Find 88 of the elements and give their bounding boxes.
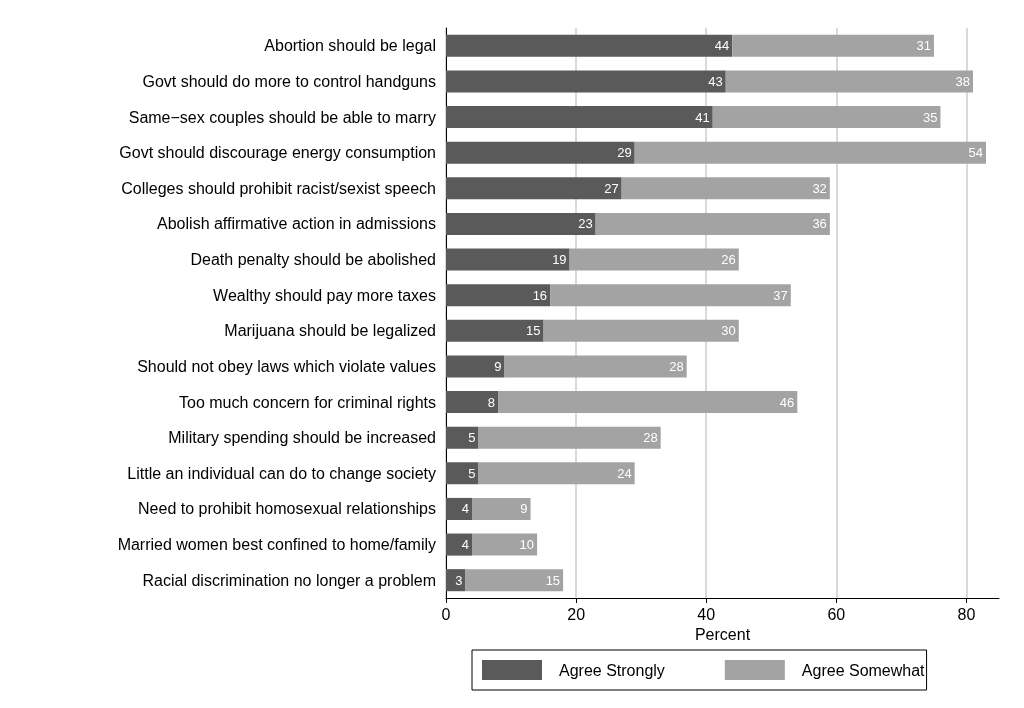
- bar: [446, 141, 635, 164]
- bar: [498, 391, 798, 414]
- y-tick-label: Same−sex couples should be able to marry: [128, 108, 436, 126]
- y-tick-label: Abortion should be legal: [264, 37, 436, 55]
- y-tick-label: Military spending should be increased: [168, 429, 436, 447]
- y-tick-label: Should not obey laws which violate values: [137, 357, 436, 375]
- bar: [478, 426, 661, 449]
- y-tick-label: Too much concern for criminal rights: [179, 393, 436, 411]
- data-label: 15: [526, 323, 541, 339]
- x-tick-label: 80: [957, 605, 976, 623]
- data-label: 29: [617, 145, 632, 161]
- bar: [569, 248, 739, 271]
- bar: [465, 569, 564, 592]
- bar: [446, 569, 466, 592]
- data-label: 26: [721, 252, 736, 268]
- y-tick-label: Death penalty should be abolished: [190, 251, 436, 269]
- bar: [725, 70, 973, 93]
- data-label: 15: [545, 572, 561, 588]
- data-label: 8: [487, 394, 496, 410]
- y-tick-label: Abolish affirmative action in admissions: [157, 215, 436, 233]
- data-label: 4: [461, 501, 470, 517]
- bar: [446, 319, 544, 342]
- data-label: 4: [461, 537, 470, 553]
- data-label: 19: [552, 252, 567, 268]
- x-tick-label: 40: [697, 605, 716, 623]
- bar: [621, 177, 830, 200]
- data-label: 46: [779, 394, 795, 410]
- bar: [472, 497, 531, 520]
- bar: [472, 533, 538, 556]
- data-label: 28: [669, 358, 684, 374]
- bar: [446, 34, 733, 57]
- legend-label: Agree Strongly: [559, 661, 665, 679]
- data-label: 16: [532, 287, 548, 303]
- y-tick-label: Colleges should prohibit racist/sexist speech: [121, 179, 436, 197]
- bar: [446, 70, 726, 93]
- x-axis-title: Percent: [694, 626, 751, 644]
- data-label: 37: [773, 287, 788, 303]
- y-tick-label: Married women best confined to home/family: [117, 536, 436, 554]
- data-label: 44: [714, 38, 730, 54]
- bar: [446, 355, 505, 378]
- bar: [446, 106, 713, 129]
- bar: [712, 106, 941, 129]
- bar: [550, 284, 791, 307]
- legend-label: Agree Somewhat: [801, 661, 926, 679]
- bar: [446, 462, 479, 485]
- data-label: 36: [812, 216, 827, 232]
- bar: [446, 248, 570, 271]
- data-label: 35: [922, 109, 938, 125]
- data-label: 32: [812, 180, 827, 196]
- bar: [446, 284, 551, 307]
- data-label: 10: [519, 537, 535, 553]
- y-tick-label: Govt should do more to control handguns: [142, 72, 436, 90]
- data-label: 41: [695, 109, 710, 125]
- bar: [732, 34, 934, 57]
- bar: [446, 497, 473, 520]
- bar: [595, 212, 830, 235]
- x-tick-label: 60: [827, 605, 846, 623]
- data-label: 30: [721, 323, 736, 339]
- y-tick-label: Racial discrimination no longer a problem: [142, 571, 436, 589]
- bar: [446, 177, 622, 200]
- bar: [446, 426, 479, 449]
- bar: [446, 533, 473, 556]
- x-tick-label: 0: [441, 605, 451, 623]
- data-label: 54: [968, 145, 983, 161]
- x-tick-label: 20: [567, 605, 586, 623]
- data-label: 31: [916, 38, 931, 54]
- data-label: 38: [955, 73, 970, 89]
- data-label: 5: [468, 465, 476, 481]
- y-tick-label: Wealthy should pay more taxes: [213, 286, 436, 304]
- bar: [446, 212, 596, 235]
- data-label: 5: [468, 430, 476, 446]
- y-tick-label: Little an individual can do to change society: [127, 464, 436, 482]
- y-tick-label: Govt should discourage energy consumption: [119, 144, 436, 162]
- bar: [446, 391, 499, 414]
- bar: [504, 355, 687, 378]
- data-label: 27: [604, 180, 619, 196]
- y-tick-label: Need to prohibit homosexual relationships: [138, 500, 436, 518]
- bar: [634, 141, 986, 164]
- data-label: 23: [578, 216, 593, 232]
- bar: [478, 462, 635, 485]
- y-tick-label: Marijuana should be legalized: [224, 322, 436, 340]
- data-label: 28: [643, 430, 658, 446]
- data-label: 9: [494, 358, 502, 374]
- data-label: 3: [455, 572, 463, 588]
- bar: [543, 319, 739, 342]
- data-label: 43: [708, 73, 723, 89]
- data-label: 24: [617, 465, 632, 481]
- data-label: 9: [520, 501, 528, 517]
